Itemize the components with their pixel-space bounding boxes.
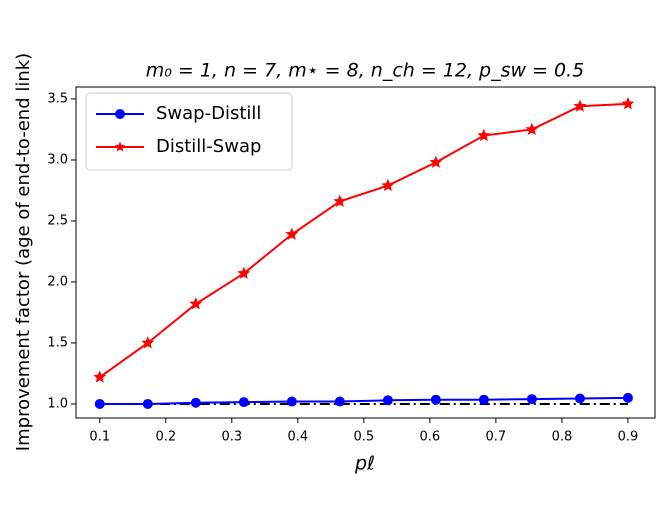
y-tick-label: 3.0: [47, 152, 68, 167]
legend-marker: [114, 141, 126, 152]
legend-label: Swap-Distill: [156, 103, 261, 124]
x-tick-label: 0.1: [89, 430, 110, 445]
x-tick-label: 0.3: [221, 430, 242, 445]
marker: [189, 297, 203, 310]
marker: [429, 155, 443, 168]
y-tick-label: 1.5: [47, 335, 68, 350]
legend-box: [85, 92, 293, 171]
marker: [286, 396, 297, 407]
x-tick-label: 0.5: [354, 430, 375, 445]
legend-label: Distill-Swap: [156, 136, 261, 157]
plot-frame: [75, 86, 656, 419]
series-line: [99, 396, 628, 405]
marker: [477, 128, 491, 142]
marker: [141, 336, 155, 349]
y-tick-label: 3.5: [47, 91, 68, 106]
marker: [526, 394, 537, 405]
marker: [142, 398, 153, 409]
marker: [573, 99, 587, 112]
marker: [381, 178, 395, 192]
marker: [190, 397, 201, 408]
marker: [430, 394, 441, 405]
x-tick-label: 0.8: [552, 430, 573, 445]
x-tick-label: 0.2: [155, 430, 176, 445]
marker: [93, 370, 107, 383]
x-tick-label: 0.4: [287, 430, 308, 445]
y-axis-label: Improvement factor (age of end-to-end li…: [13, 53, 34, 451]
marker: [238, 397, 249, 408]
y-tick-label: 1.0: [47, 396, 68, 411]
y-tick-label: 2.5: [47, 213, 68, 228]
marker: [621, 97, 635, 110]
marker: [622, 392, 633, 403]
marker: [285, 227, 299, 240]
marker: [574, 393, 585, 404]
marker: [525, 122, 539, 135]
marker: [382, 395, 393, 406]
marker: [94, 398, 105, 409]
x-tick-label: 0.7: [486, 430, 507, 445]
marker: [334, 396, 345, 407]
x-axis-label: pℓ: [354, 453, 375, 475]
chart-title: m₀ = 1, n = 7, m⋆ = 8, n_ch = 12, p_sw =…: [146, 60, 585, 82]
legend-marker: [115, 109, 125, 119]
marker: [478, 394, 489, 405]
x-tick-label: 0.9: [618, 430, 639, 445]
y-tick-label: 2.0: [47, 274, 68, 289]
marker: [333, 194, 347, 207]
marker: [237, 266, 251, 279]
series-line: [99, 102, 628, 378]
x-tick-label: 0.6: [420, 430, 441, 445]
